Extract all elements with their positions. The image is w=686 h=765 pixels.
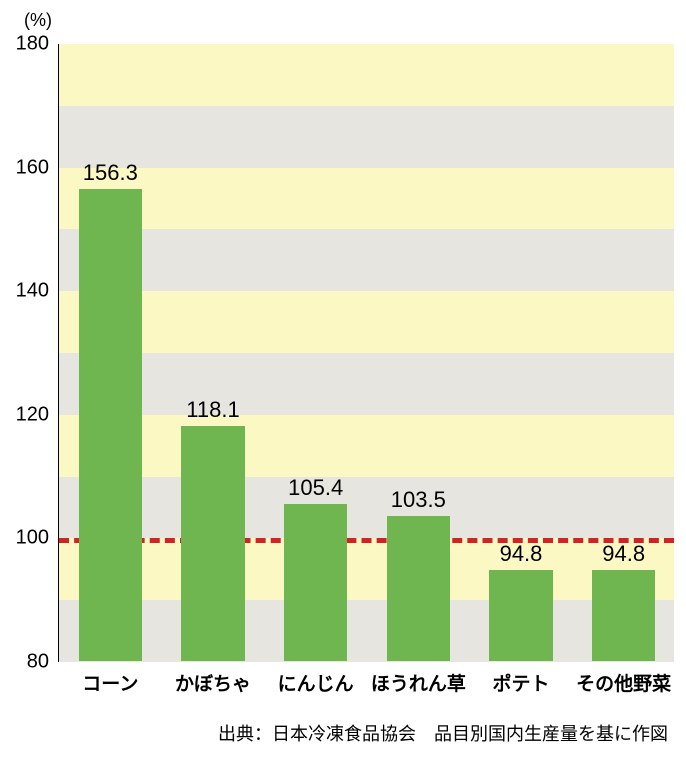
- grid-band: [59, 415, 674, 477]
- y-tick-label: 80: [27, 651, 49, 674]
- x-tick-label: その他野菜: [576, 669, 671, 696]
- x-tick-label: かぼちゃ: [175, 669, 251, 696]
- bar-chart: (%) 80100120140160180156.3コーン118.1かぼちゃ10…: [0, 0, 686, 765]
- bar-value-label: 103.5: [391, 487, 446, 513]
- reference-line: [59, 538, 674, 543]
- grid-band: [59, 44, 674, 106]
- bar: [387, 516, 451, 661]
- grid-band: [59, 538, 674, 600]
- plot-area: 80100120140160180156.3コーン118.1かぼちゃ105.4に…: [58, 44, 674, 662]
- grid-band: [59, 291, 674, 353]
- bar-value-label: 105.4: [288, 475, 343, 501]
- y-tick-label: 100: [16, 527, 49, 550]
- bar: [79, 189, 143, 661]
- y-tick-label: 180: [16, 33, 49, 56]
- y-axis-unit: (%): [24, 10, 52, 31]
- x-tick-label: ポテト: [492, 669, 549, 696]
- grid-band: [59, 229, 674, 291]
- y-tick-label: 140: [16, 280, 49, 303]
- bar: [592, 570, 656, 661]
- grid-band: [59, 477, 674, 539]
- x-tick-label: コーン: [82, 669, 138, 696]
- source-citation: 出典：日本冷凍食品協会 品目別国内生産量を基に作図: [218, 720, 668, 746]
- grid-band: [59, 600, 674, 662]
- bar-value-label: 118.1: [186, 397, 239, 423]
- bar: [489, 570, 553, 661]
- x-tick-label: ほうれん草: [371, 669, 466, 696]
- bar: [181, 426, 245, 661]
- grid-band: [59, 168, 674, 230]
- bar: [284, 504, 348, 661]
- bar-value-label: 94.8: [500, 541, 543, 567]
- y-tick-label: 120: [16, 403, 49, 426]
- y-tick-label: 160: [16, 156, 49, 179]
- bar-value-label: 94.8: [602, 541, 645, 567]
- x-tick-label: にんじん: [278, 669, 354, 696]
- grid-band: [59, 106, 674, 168]
- bar-value-label: 156.3: [83, 160, 138, 186]
- grid-band: [59, 353, 674, 415]
